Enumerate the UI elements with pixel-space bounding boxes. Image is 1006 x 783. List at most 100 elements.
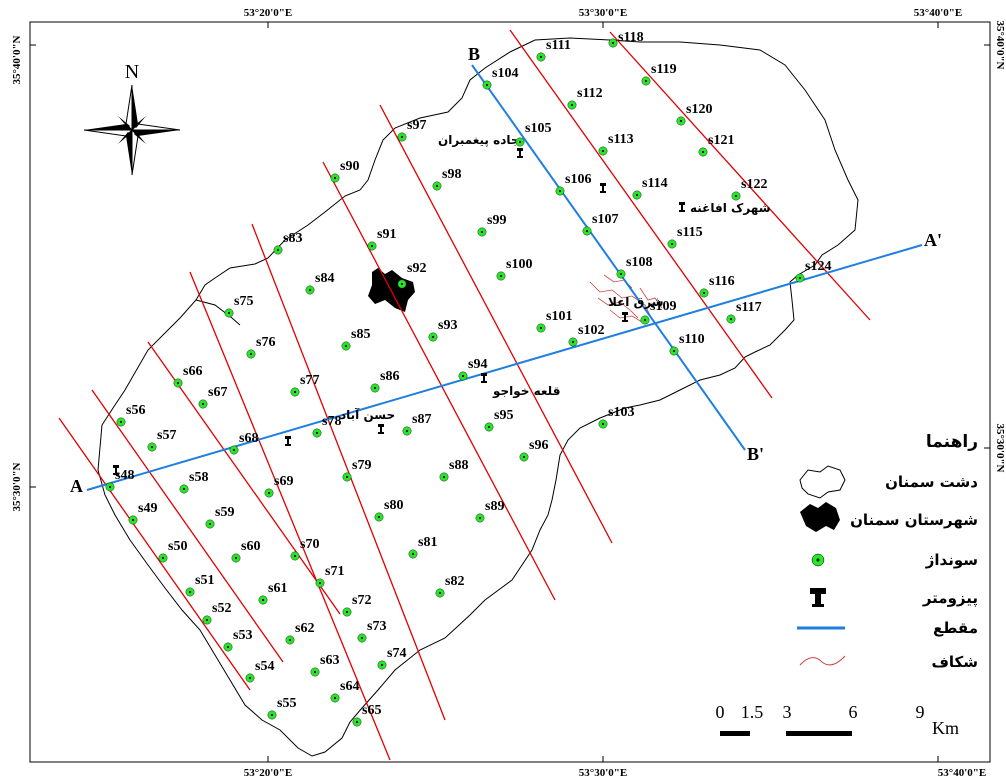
sounding-label-s74: s74	[387, 646, 406, 661]
piezometer-icon	[679, 202, 685, 212]
sounding-point-center	[729, 317, 733, 321]
sounding-label-s84: s84	[315, 271, 334, 286]
sounding-point-center	[400, 282, 404, 286]
sounding-point-center	[315, 431, 319, 435]
sounding-label-s63: s63	[320, 653, 339, 668]
place-jadeh: جاده پیغمبران	[438, 133, 520, 147]
sounding-label-s91: s91	[377, 227, 396, 242]
place-afaghaneh: شهرک افاغنه	[690, 201, 771, 215]
map-frame	[29, 21, 991, 763]
sounding-label-s88: s88	[449, 458, 468, 473]
sounding-point-center	[373, 386, 377, 390]
coord-bottom-1: 53°20'0"E	[244, 767, 292, 779]
sounding-point-center	[478, 516, 482, 520]
sounding-label-s78: s78	[322, 414, 341, 429]
sounding-label-s54: s54	[255, 659, 274, 674]
sounding-label-s86: s86	[380, 369, 399, 384]
sounding-label-s104: s104	[492, 66, 518, 81]
sounding-label-s70: s70	[300, 537, 319, 552]
legend: راهنما دشت سمنان شهرستان سمنان سونداژ پی…	[797, 432, 978, 671]
sounding-label-s60: s60	[241, 539, 260, 554]
sounding-point-center	[293, 554, 297, 558]
sounding-label-s107: s107	[592, 212, 618, 227]
sounding-point-center	[679, 119, 683, 123]
sounding-label-s82: s82	[445, 574, 464, 589]
sounding-label-s65: s65	[362, 703, 381, 718]
sounding-point-center	[672, 349, 676, 353]
sounding-point-center	[570, 103, 574, 107]
sounding-point-center	[539, 326, 543, 330]
section-label-b-prime: B'	[747, 444, 764, 464]
place-ghaleh: قلعه خواجو	[492, 384, 560, 399]
sounding-point-center	[611, 41, 615, 45]
sounding-point-center	[405, 429, 409, 433]
sounding-label-s55: s55	[277, 696, 296, 711]
sounding-label-s48: s48	[115, 468, 134, 483]
sounding-label-s121: s121	[708, 133, 734, 148]
piezometer-icon	[600, 183, 606, 193]
sounding-label-s52: s52	[212, 601, 231, 616]
sounding-label-s72: s72	[352, 593, 371, 608]
sounding-label-s118: s118	[618, 30, 644, 45]
sounding-point-center	[276, 248, 280, 252]
sounding-label-s83: s83	[283, 231, 302, 246]
sounding-label-s77: s77	[300, 373, 319, 388]
piezometers	[113, 148, 685, 475]
scale-tick-4: 9	[916, 702, 925, 722]
sounding-label-s98: s98	[442, 167, 461, 182]
sounding-label-s62: s62	[295, 621, 314, 636]
sounding-point-center	[438, 591, 442, 595]
coord-top-3: 53°40'0"E	[914, 7, 962, 19]
sounding-label-s85: s85	[351, 327, 370, 342]
sounding-point-center	[248, 676, 252, 680]
sounding-label-s108: s108	[626, 255, 652, 270]
sounding-label-s68: s68	[239, 431, 258, 446]
sounding-point-center	[431, 335, 435, 339]
sounding-label-s59: s59	[215, 505, 234, 520]
sounding-point-center	[702, 291, 706, 295]
sounding-point-center	[188, 590, 192, 594]
sounding-point-center	[205, 618, 209, 622]
sounding-point-center	[539, 55, 543, 59]
sounding-point-center	[345, 475, 349, 479]
sounding-point-center	[318, 581, 322, 585]
sounding-point-center	[798, 276, 802, 280]
sounding-point-center	[380, 663, 384, 667]
section-b-b	[471, 64, 746, 451]
sounding-point-center	[518, 140, 522, 144]
coord-right-2: 35°30'0"N	[994, 423, 1006, 472]
sounding-label-s51: s51	[195, 573, 214, 588]
legend-title: راهنما	[926, 432, 978, 452]
sounding-point-center	[643, 318, 647, 322]
sounding-label-s116: s116	[709, 274, 735, 289]
sounding-point-center	[461, 374, 465, 378]
sounding-label-s109: s109	[650, 299, 676, 314]
piezometer-icon	[285, 436, 291, 446]
coord-bottom-3: 53°40'0"E	[938, 767, 986, 779]
sounding-label-s87: s87	[412, 412, 431, 427]
sounding-point-center	[270, 713, 274, 717]
legend-label-sounding: سونداژ	[925, 551, 978, 569]
sounding-label-s115: s115	[677, 225, 703, 240]
sounding-point-center	[499, 274, 503, 278]
sounding-label-s58: s58	[189, 470, 208, 485]
legend-label-piezometer: پیزومتر	[922, 589, 978, 608]
coord-left-1: 35°40'0"N	[11, 35, 23, 84]
sounding-label-s120: s120	[686, 102, 712, 117]
sounding-label-s113: s113	[608, 132, 634, 147]
sounding-point-center	[131, 518, 135, 522]
sounding-point-center	[734, 194, 738, 198]
sounding-point-center	[249, 352, 253, 356]
sounding-label-s96: s96	[529, 438, 548, 453]
sounding-label-s105: s105	[525, 121, 551, 136]
sounding-label-s75: s75	[234, 294, 253, 309]
sounding-point-center	[232, 448, 236, 452]
sounding-point-center	[360, 636, 364, 640]
coord-top-2: 53°30'0"E	[579, 7, 627, 19]
sounding-point-center	[644, 79, 648, 83]
legend-label-city: شهرستان سمنان	[850, 511, 978, 529]
piezometer-icon	[481, 373, 487, 383]
sounding-point-center	[370, 244, 374, 248]
sounding-point-center	[601, 149, 605, 153]
sounding-point-center	[150, 445, 154, 449]
